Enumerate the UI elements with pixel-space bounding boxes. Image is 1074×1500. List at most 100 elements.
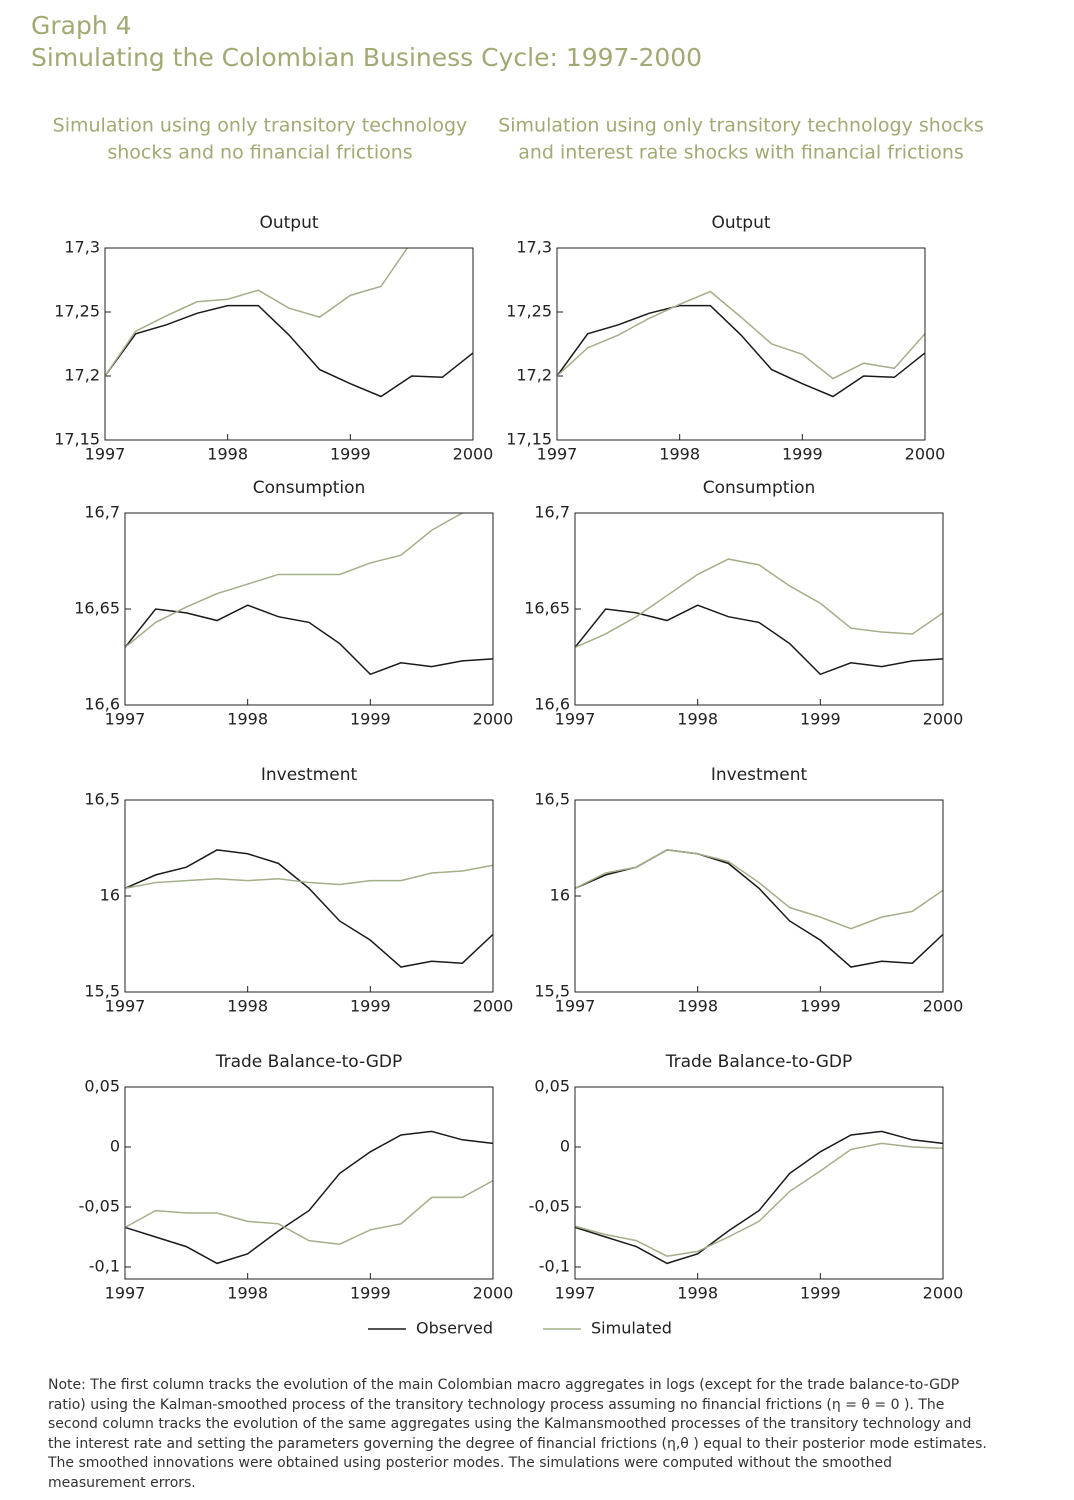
plot-area [575,558,943,676]
y-tick-label: 17,15 [506,430,552,449]
plot-frame [574,1086,944,1280]
series-line [125,864,493,890]
column-title: Simulation using only transitory technol… [498,115,984,137]
x-tick-label: 2000 [453,445,494,464]
x-tick-label: 1998 [677,1284,718,1303]
y-tick-label: 16 [100,886,120,905]
x-tick-label: 2000 [923,710,964,729]
x-tick-label: 1998 [659,445,700,464]
y-tick-label: 0 [560,1137,570,1156]
series-line [575,1130,943,1265]
series-line [575,558,943,649]
x-tick-label: 1999 [350,1284,391,1303]
panel-title: Output [711,213,770,233]
y-tick-label: 15,5 [534,982,570,1001]
y-tick-label: 16 [550,886,570,905]
panel-title: Output [259,213,318,233]
x-tick-label: 1998 [677,710,718,729]
y-tick-label: 17,3 [64,238,100,257]
panel-title: Trade Balance-to-GDP [665,1052,853,1072]
series-line [125,849,493,968]
y-tick-label: -0,1 [539,1257,570,1276]
y-tick-label: 16,6 [534,695,570,714]
plot-area [575,1130,943,1265]
x-tick-label: 2000 [905,445,946,464]
column-title: Simulation using only transitory technol… [53,115,468,137]
y-tick-label: 17,15 [54,430,100,449]
x-tick-label: 1999 [782,445,823,464]
x-tick-label: 2000 [473,1284,514,1303]
plot-frame [124,512,494,706]
plot-frame [104,247,474,441]
y-tick-label: 17,25 [506,302,552,321]
x-tick-label: 1998 [227,710,268,729]
x-tick-label: 1999 [350,997,391,1016]
y-tick-label: 16,7 [84,503,120,522]
x-tick-label: 1999 [350,710,391,729]
x-tick-label: 1997 [555,1284,596,1303]
x-tick-label: 1999 [800,1284,841,1303]
series-line [557,290,925,380]
y-tick-label: 15,5 [84,982,120,1001]
plot-frame [574,799,944,993]
series-line [575,604,943,676]
x-tick-label: 1997 [555,710,596,729]
column-title: shocks and no financial frictions [107,142,412,164]
y-tick-label: 17,25 [54,302,100,321]
y-tick-label: -0,1 [89,1257,120,1276]
x-tick-label: 1997 [537,445,578,464]
panel-title: Investment [711,765,808,785]
y-tick-label: 16,5 [84,790,120,809]
y-tick-label: 16,65 [74,599,120,618]
x-tick-label: 2000 [923,1284,964,1303]
series-line [125,604,493,676]
x-tick-label: 1998 [677,997,718,1016]
legend-label: Simulated [591,1319,672,1338]
column-title: and interest rate shocks with financial … [518,142,964,164]
series-line [557,304,925,398]
x-tick-label: 2000 [473,710,514,729]
y-tick-label: 0 [110,1137,120,1156]
series-line [105,304,473,398]
x-tick-label: 2000 [473,997,514,1016]
x-tick-label: 1997 [105,1284,146,1303]
panel-title: Consumption [253,478,366,498]
x-tick-label: 1999 [800,997,841,1016]
series-line [575,849,943,930]
x-tick-label: 1999 [800,710,841,729]
plot-frame [556,247,926,441]
panel-title: Investment [261,765,358,785]
x-tick-label: 1997 [105,710,146,729]
x-tick-label: 1999 [330,445,371,464]
series-line [575,849,943,968]
y-tick-label: 16,5 [534,790,570,809]
legend-label: Observed [416,1319,493,1338]
y-tick-label: 0,05 [534,1077,570,1096]
graph-label: Graph 4 [31,11,132,40]
series-line [125,1179,493,1245]
plot-frame [124,1086,494,1280]
x-tick-label: 1998 [227,997,268,1016]
x-tick-label: 1997 [555,997,596,1016]
panel-title: Trade Balance-to-GDP [215,1052,403,1072]
y-tick-label: 0,05 [84,1077,120,1096]
x-tick-label: 1997 [105,997,146,1016]
figure: Graph 4 Simulating the Colombian Busines… [31,11,984,1338]
y-tick-label: 16,65 [524,599,570,618]
plot-area [557,290,925,398]
x-tick-label: 1998 [227,1284,268,1303]
x-tick-label: 1997 [85,445,126,464]
plot-frame [574,512,944,706]
figure-title: Simulating the Colombian Business Cycle:… [31,43,702,72]
x-tick-label: 1998 [207,445,248,464]
y-tick-label: 17,2 [516,366,552,385]
plot-area [125,849,493,968]
y-tick-label: 16,7 [534,503,570,522]
note: Note: The first column tracks the evolut… [48,1377,987,1491]
plot-frame [124,799,494,993]
series-line [125,1130,493,1265]
series-line [125,513,464,648]
plot-area [125,1130,493,1265]
plot-area [105,248,473,398]
